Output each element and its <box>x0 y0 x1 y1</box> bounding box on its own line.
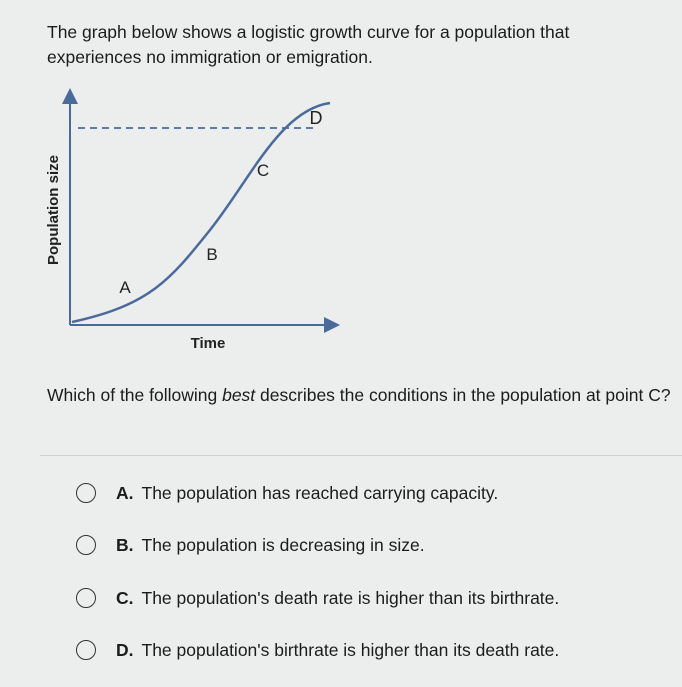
answer-option[interactable]: C. The population's death rate is higher … <box>76 585 559 611</box>
option-letter: A. <box>116 482 134 503</box>
logistic-curve <box>71 101 331 324</box>
option-text: The population is decreasing in size. <box>141 534 425 555</box>
radio-button[interactable] <box>76 535 96 555</box>
radio-button[interactable] <box>76 483 96 503</box>
radio-button[interactable] <box>76 640 96 660</box>
option-letter: C. <box>116 587 134 608</box>
question: Which of the following best describes th… <box>47 383 677 408</box>
intro-text: The graph below shows a logistic growth … <box>47 22 570 67</box>
question-text: describes the conditions in the populati… <box>255 385 671 405</box>
point-label: B <box>206 245 217 264</box>
separator <box>40 455 682 456</box>
answer-option[interactable]: B. The population is decreasing in size. <box>76 532 425 558</box>
graph: Population size Time A B C D <box>45 88 340 352</box>
question-emphasis: best <box>222 385 256 405</box>
question-text: Which of the following <box>47 385 223 405</box>
point-label: A <box>119 278 131 297</box>
point-label: D <box>310 108 323 128</box>
option-letter: D. <box>116 639 134 660</box>
option-letter: B. <box>116 534 134 555</box>
y-axis-label: Population size <box>45 155 62 265</box>
option-text: The population's birthrate is higher tha… <box>141 639 560 660</box>
option-text: The population's death rate is higher th… <box>141 587 560 608</box>
point-label: C <box>257 161 269 180</box>
answer-option[interactable]: A. The population has reached carrying ca… <box>76 480 498 506</box>
x-axis-label: Time <box>191 335 226 352</box>
answer-option[interactable]: D. The population's birthrate is higher t… <box>76 637 559 663</box>
radio-button[interactable] <box>76 588 96 608</box>
option-text: The population has reached carrying capa… <box>141 482 499 503</box>
